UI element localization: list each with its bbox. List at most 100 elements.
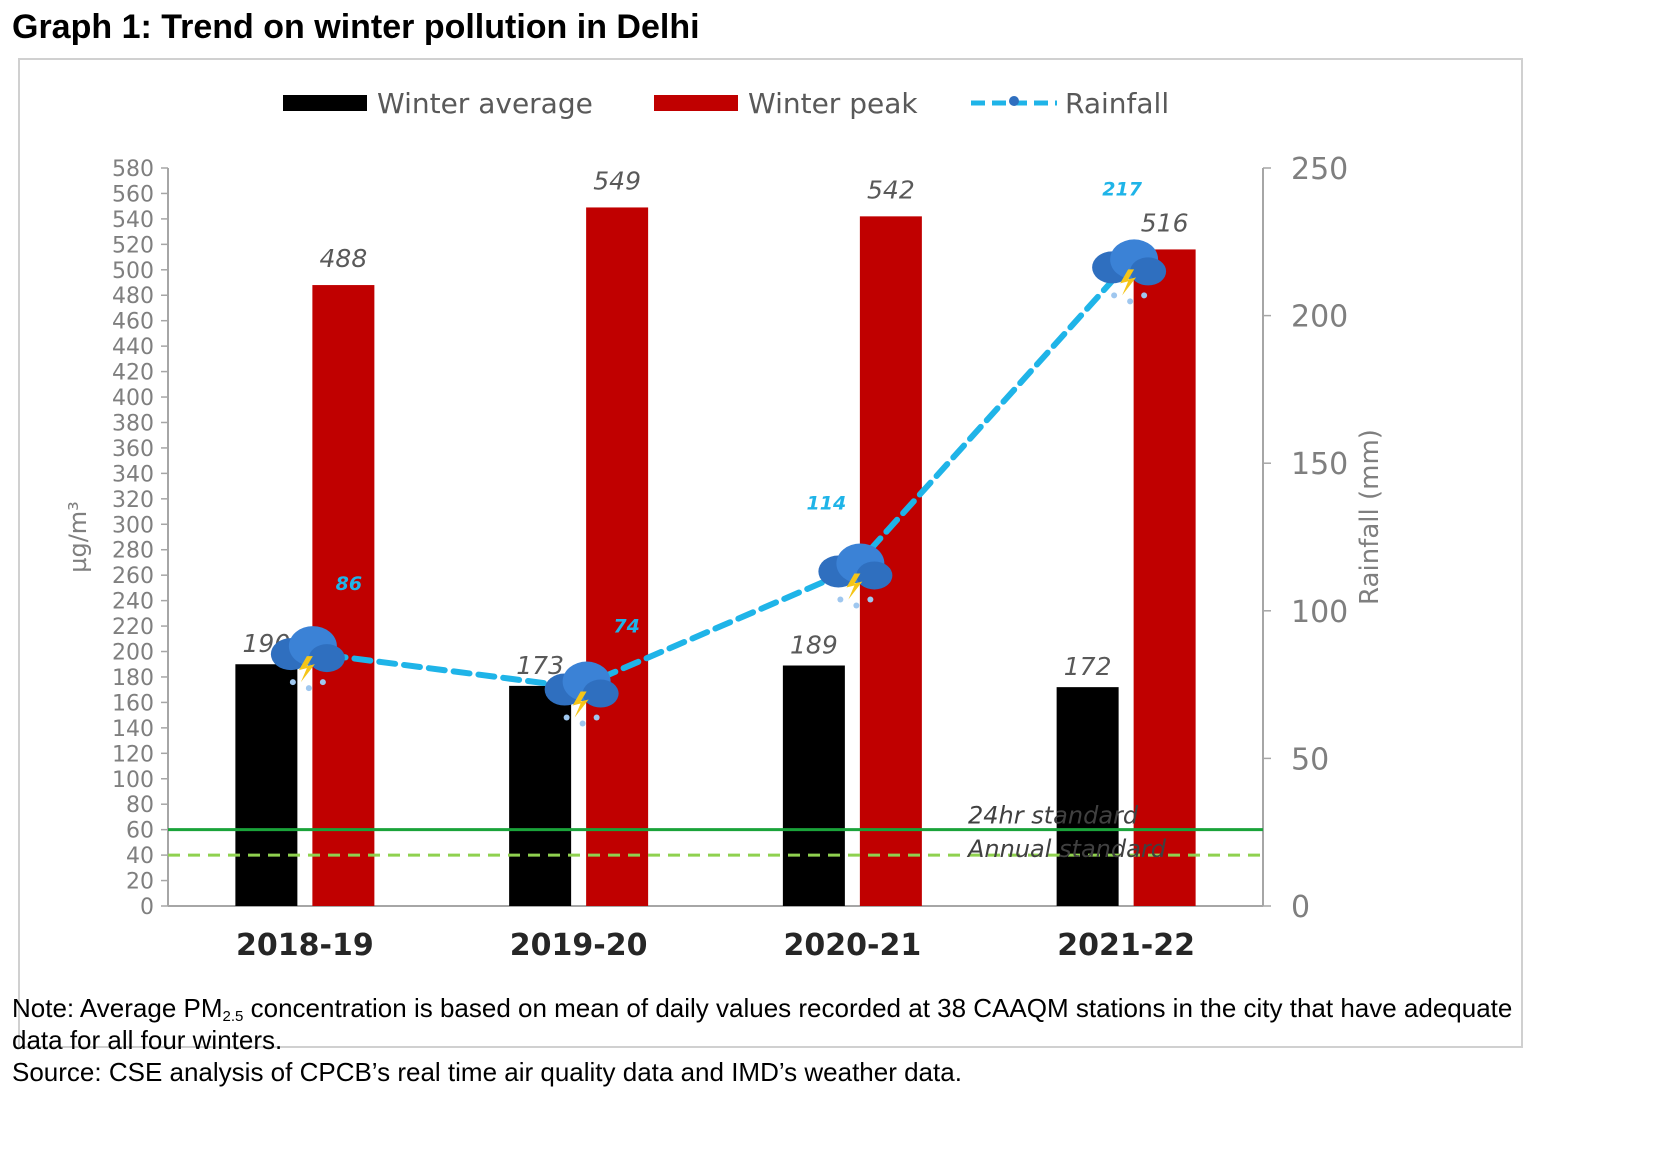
data-label-winter-peak: 542 [867, 175, 915, 204]
right-tick-label: 0 [1291, 890, 1310, 925]
chart-note-line1: Note: Average PM2.5 concentration is bas… [12, 992, 1512, 1033]
data-label-winter-average: 189 [790, 631, 838, 660]
legend-marker [1009, 96, 1019, 106]
chart-source: Source: CSE analysis of CPCB’s real time… [12, 1057, 962, 1087]
rain-drop [1127, 298, 1134, 305]
rain-drop [289, 679, 296, 686]
legend-item: Rainfall [971, 87, 1169, 120]
cloud-puff [582, 679, 619, 708]
rain-drop [1141, 292, 1148, 299]
left-tick-label: 180 [112, 666, 154, 691]
left-tick-label: 240 [112, 590, 154, 615]
bar-winter-average [1056, 687, 1119, 906]
rain-cloud-icon [818, 543, 893, 609]
legend-item: Winter peak [654, 87, 918, 120]
left-tick-label: 320 [112, 488, 154, 513]
left-tick-label: 20 [126, 870, 154, 895]
left-tick-label: 200 [112, 641, 154, 666]
chart-note-line2: data for all four winters. [12, 1025, 283, 1055]
bar-winter-peak [586, 207, 649, 906]
data-label-winter-peak: 516 [1141, 208, 1189, 237]
x-axis-labels: 2018-19 2019-20 2020-21 2021-22 [236, 928, 1195, 963]
note-text-b: concentration is based on mean of daily … [243, 993, 1513, 1023]
page-title: Graph 1: Trend on winter pollution in De… [12, 8, 700, 46]
right-axis: 0 50 100 150 200 250 Rainfall (mm) [1262, 152, 1385, 925]
rain-drop [1111, 292, 1118, 299]
left-tick-label: 580 [112, 157, 154, 182]
data-label-winter-peak: 549 [593, 166, 641, 195]
x-tick-label: 2021-22 [1057, 928, 1195, 963]
left-tick-label: 120 [112, 742, 154, 767]
chart: Winter average Winter peak Rainfall 020406… [64, 87, 1385, 963]
legend-label: Winter average [377, 87, 593, 120]
rain-cloud-icon [544, 661, 619, 727]
right-tick-label: 250 [1291, 152, 1348, 187]
left-tick-label: 220 [112, 615, 154, 640]
rain-cloud-icon [1092, 239, 1167, 305]
left-tick-label: 460 [112, 310, 154, 335]
left-tick-label: 300 [112, 513, 154, 538]
left-tick-label: 60 [126, 819, 154, 844]
legend-swatch [283, 95, 367, 111]
left-tick-label: 340 [112, 462, 154, 487]
data-label-rainfall: 74 [613, 616, 639, 638]
lightning-bolt [572, 691, 589, 718]
cloud-puff [856, 561, 893, 590]
legend-label: Rainfall [1065, 87, 1169, 120]
rainfall-series: 86 74 114 217 [270, 178, 1167, 727]
x-tick-label: 2019-20 [510, 928, 648, 963]
legend-swatch [654, 95, 738, 111]
right-tick-label: 100 [1291, 595, 1348, 630]
left-axis-title: µg/m³ [64, 501, 92, 573]
right-tick-label: 50 [1291, 742, 1329, 777]
left-tick-label: 140 [112, 717, 154, 742]
bar-winter-peak [1133, 249, 1196, 907]
legend-label: Winter peak [748, 87, 918, 120]
reference-line-label: 24hr standard [968, 802, 1139, 830]
rain-drop [563, 714, 570, 721]
x-tick-label: 2020-21 [784, 928, 922, 963]
rain-drop [853, 602, 860, 609]
note-text-a: Note: Average PM [12, 993, 223, 1023]
data-label-winter-average: 172 [1064, 652, 1112, 681]
left-tick-label: 100 [112, 768, 154, 793]
left-tick-label: 360 [112, 437, 154, 462]
x-tick-label: 2018-19 [236, 928, 374, 963]
rainfall-line [301, 262, 1130, 691]
left-tick-label: 420 [112, 361, 154, 386]
left-tick-label: 80 [126, 793, 154, 818]
data-label-winter-average: 173 [516, 651, 564, 680]
rain-drop [837, 596, 844, 603]
lightning-bolt [298, 656, 315, 683]
left-tick-label: 380 [112, 411, 154, 436]
rain-cloud-icon [270, 626, 345, 692]
bar-winter-average [509, 685, 572, 906]
lightning-bolt [846, 573, 863, 600]
cloud-puff [1130, 257, 1167, 286]
note-subscript: 2.5 [222, 1008, 244, 1025]
lightning-bolt [1120, 269, 1137, 296]
rain-drop [867, 596, 874, 603]
left-tick-label: 40 [126, 844, 154, 869]
left-tick-label: 560 [112, 182, 154, 207]
data-label-rainfall: 86 [336, 573, 362, 595]
rain-drop [305, 685, 312, 692]
rain-drop [319, 679, 326, 686]
left-tick-label: 480 [112, 284, 154, 309]
left-tick-label: 0 [140, 895, 154, 920]
left-tick-label: 520 [112, 233, 154, 258]
rain-drop [593, 714, 600, 721]
rain-drop [579, 720, 586, 727]
cloud-puff [308, 644, 345, 673]
left-tick-label: 260 [112, 564, 154, 589]
legend-item: Winter average [283, 87, 593, 120]
left-tick-label: 400 [112, 386, 154, 411]
data-label-rainfall: 114 [807, 492, 847, 514]
data-label-winter-peak: 488 [320, 244, 368, 273]
right-tick-label: 200 [1291, 300, 1348, 335]
left-tick-label: 280 [112, 539, 154, 564]
left-tick-label: 160 [112, 691, 154, 716]
left-tick-label: 440 [112, 335, 154, 360]
bar-winter-average [782, 665, 845, 906]
